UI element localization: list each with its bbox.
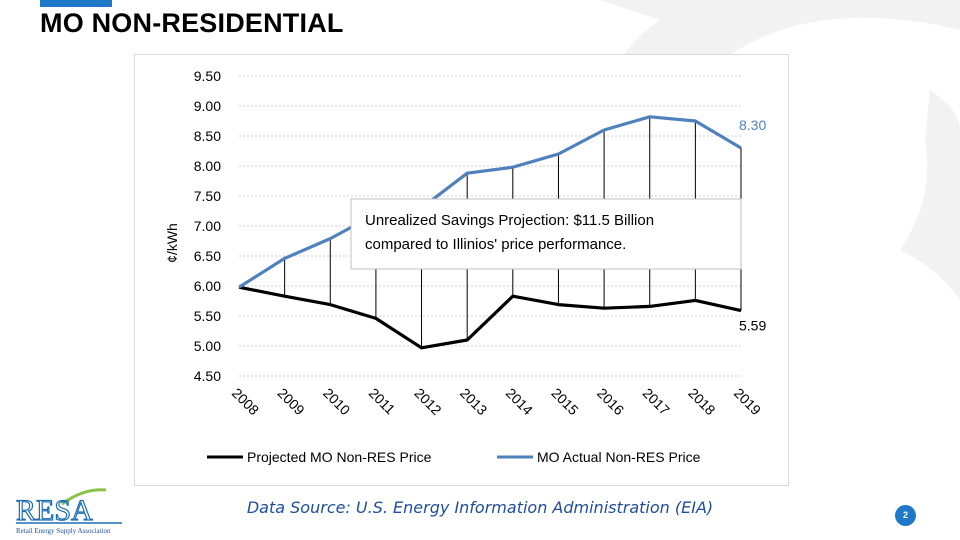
x-tick-label-2008: 2008 [229, 385, 262, 418]
y-axis-label: ¢/kWh [164, 223, 180, 263]
page-number-badge: 2 [895, 505, 916, 526]
y-tick-label-5.50: 5.50 [194, 308, 221, 324]
data-label-projected-2019: 5.59 [739, 318, 766, 334]
logo-leaf-swoosh [61, 488, 107, 506]
data-source-note: Data Source: U.S. Energy Information Adm… [246, 498, 714, 517]
x-tick-label-2012: 2012 [411, 385, 444, 418]
x-tick-label-2019: 2019 [731, 385, 764, 418]
logo-wordmark: RESA [16, 494, 93, 527]
slide-title: MO NON-RESIDENTIAL [40, 8, 344, 38]
x-tick-label-2011: 2011 [366, 385, 399, 418]
annotation-box: Unrealized Savings Projection: $11.5 Bil… [350, 198, 742, 270]
data-labels: 8.30 5.59 [739, 117, 766, 334]
x-axis-ticks: 2008 2009 2010 2011 2012 2013 2014 2015 2016 2017… [229, 385, 764, 418]
y-tick-label-4.50: 4.50 [194, 368, 221, 384]
x-tick-label-2015: 2015 [548, 385, 581, 418]
chart-frame: 9.50 9.00 8.50 8.00 7.50 7.00 6.50 6.00 5.50 5.00… [134, 54, 789, 486]
x-tick-label-2017: 2017 [640, 385, 673, 418]
legend: Projected MO Non-RES Price MO Actual Non… [207, 449, 701, 465]
y-tick-label-6.00: 6.00 [194, 278, 221, 294]
series-lines [238, 115, 742, 350]
annotation-line-1: Unrealized Savings Projection: $11.5 Bil… [365, 212, 654, 229]
x-tick-label-2010: 2010 [320, 385, 353, 418]
y-axis-ticks: 9.50 9.00 8.50 8.00 7.50 7.00 6.50 6.00 5.50 5.00… [194, 68, 221, 384]
x-tick-label-2014: 2014 [503, 385, 536, 418]
legend-label-projected: Projected MO Non-RES Price [247, 449, 432, 465]
y-tick-label-7.50: 7.50 [194, 188, 221, 204]
x-tick-label-2018: 2018 [685, 385, 718, 418]
y-tick-label-9.00: 9.00 [194, 98, 221, 114]
y-tick-label-7.00: 7.00 [194, 218, 221, 234]
x-tick-label-2009: 2009 [275, 385, 308, 418]
series-line-projected [238, 285, 742, 350]
legend-label-actual: MO Actual Non-RES Price [537, 449, 701, 465]
x-tick-label-2016: 2016 [594, 385, 627, 418]
y-tick-label-8.00: 8.00 [194, 158, 221, 174]
data-label-actual-2019: 8.30 [739, 117, 766, 133]
y-tick-label-8.50: 8.50 [194, 128, 221, 144]
logo-tagline: Retail Energy Supply Association [16, 527, 111, 535]
y-tick-label-9.50: 9.50 [194, 68, 221, 84]
annotation-line-2: compared to Illinios' price performance. [365, 236, 626, 253]
annotation-box-background [350, 198, 742, 270]
series-line-actual [238, 115, 742, 289]
resa-logo: RESA Retail Energy Supply Association [15, 488, 122, 535]
x-tick-label-2013: 2013 [457, 385, 490, 418]
y-tick-label-6.50: 6.50 [194, 248, 221, 264]
line-chart: 9.50 9.00 8.50 8.00 7.50 7.00 6.50 6.00 5.50 5.00… [164, 68, 766, 465]
y-tick-label-5.00: 5.00 [194, 338, 221, 354]
title-accent-bar [40, 0, 112, 7]
